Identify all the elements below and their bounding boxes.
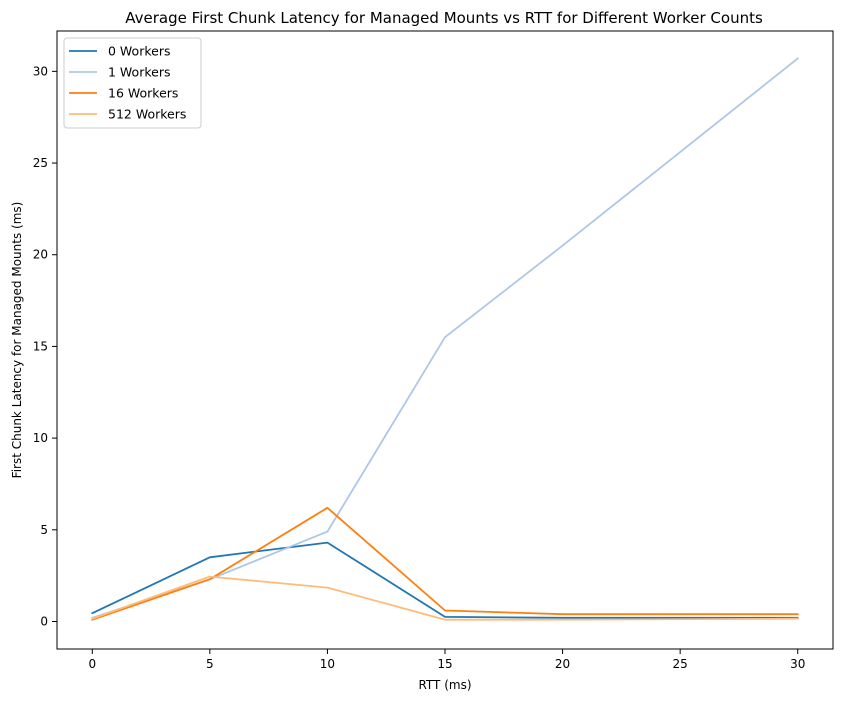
x-tick-label: 25: [673, 657, 688, 671]
x-axis-label: RTT (ms): [418, 678, 471, 692]
y-tick-label: 20: [33, 248, 48, 262]
y-tick-label: 10: [33, 431, 48, 445]
y-tick-label: 30: [33, 64, 48, 78]
y-tick-label: 5: [40, 523, 48, 537]
series-line-16-workers: [91, 506, 799, 621]
legend-label: 512 Workers: [108, 107, 186, 122]
legend-box: [63, 37, 202, 129]
x-axis: 0 5 10 15 20 25 30: [88, 649, 805, 671]
series-line-0-workers: [91, 541, 799, 619]
y-tick-label: 0: [40, 614, 48, 628]
y-axis-label: First Chunk Latency for Managed Mounts (…: [10, 202, 24, 479]
x-tick-label: 20: [555, 657, 570, 671]
y-tick-label: 25: [33, 156, 48, 170]
chart-title: Average First Chunk Latency for Managed …: [125, 9, 763, 27]
x-tick-label: 5: [206, 657, 214, 671]
series-lines: [91, 57, 799, 621]
x-tick-label: 10: [320, 657, 335, 671]
y-tick-label: 15: [33, 339, 48, 353]
series-line-512-workers: [91, 575, 799, 621]
x-tick-label: 30: [790, 657, 805, 671]
x-tick-label: 0: [88, 657, 96, 671]
legend-label: 1 Workers: [108, 65, 170, 80]
x-tick-label: 15: [437, 657, 452, 671]
legend-label: 0 Workers: [108, 44, 170, 59]
legend-label: 16 Workers: [108, 86, 178, 101]
legend: 0 Workers 1 Workers 16 Workers 512 Workers: [63, 37, 202, 129]
y-axis: 0 5 10 15 20 25 30: [33, 64, 57, 628]
